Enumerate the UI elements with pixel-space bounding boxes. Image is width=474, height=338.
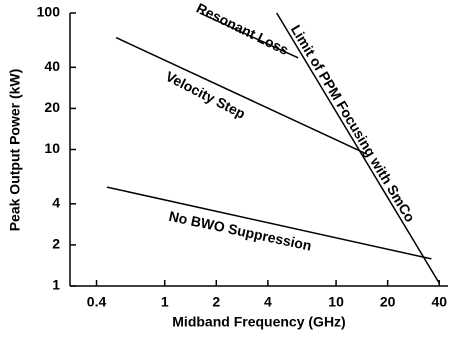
series-label: Velocity Step: [163, 68, 248, 122]
series-line: [106, 186, 432, 260]
series-line: [276, 12, 440, 284]
y-tick-label: 40: [44, 58, 60, 74]
series-label: Resonant Loss: [194, 0, 291, 58]
y-tick-label: 100: [37, 4, 61, 20]
x-tick-label: 1: [161, 294, 169, 310]
x-tick-label: 0.4: [87, 294, 107, 310]
series-line: [115, 36, 367, 155]
series-line: [199, 12, 299, 59]
x-tick-label: 20: [380, 294, 396, 310]
x-tick-label: 10: [328, 294, 344, 310]
series-label: No BWO Suppression: [167, 208, 313, 254]
y-tick-label: 20: [44, 99, 60, 115]
x-tick-label: 2: [212, 294, 220, 310]
x-tick-label: 4: [264, 294, 272, 310]
series-label: Limit of PPM Focusing with SmCo: [288, 22, 419, 225]
y-tick-label: 2: [52, 236, 60, 252]
x-tick-label: 40: [431, 294, 447, 310]
y-tick-label: 1: [52, 277, 60, 293]
y-tick-label: 10: [44, 140, 60, 156]
x-axis-label: Midband Frequency (GHz): [172, 314, 345, 330]
y-axis-label: Peak Output Power (kW): [7, 69, 23, 232]
y-tick-label: 4: [52, 195, 60, 211]
